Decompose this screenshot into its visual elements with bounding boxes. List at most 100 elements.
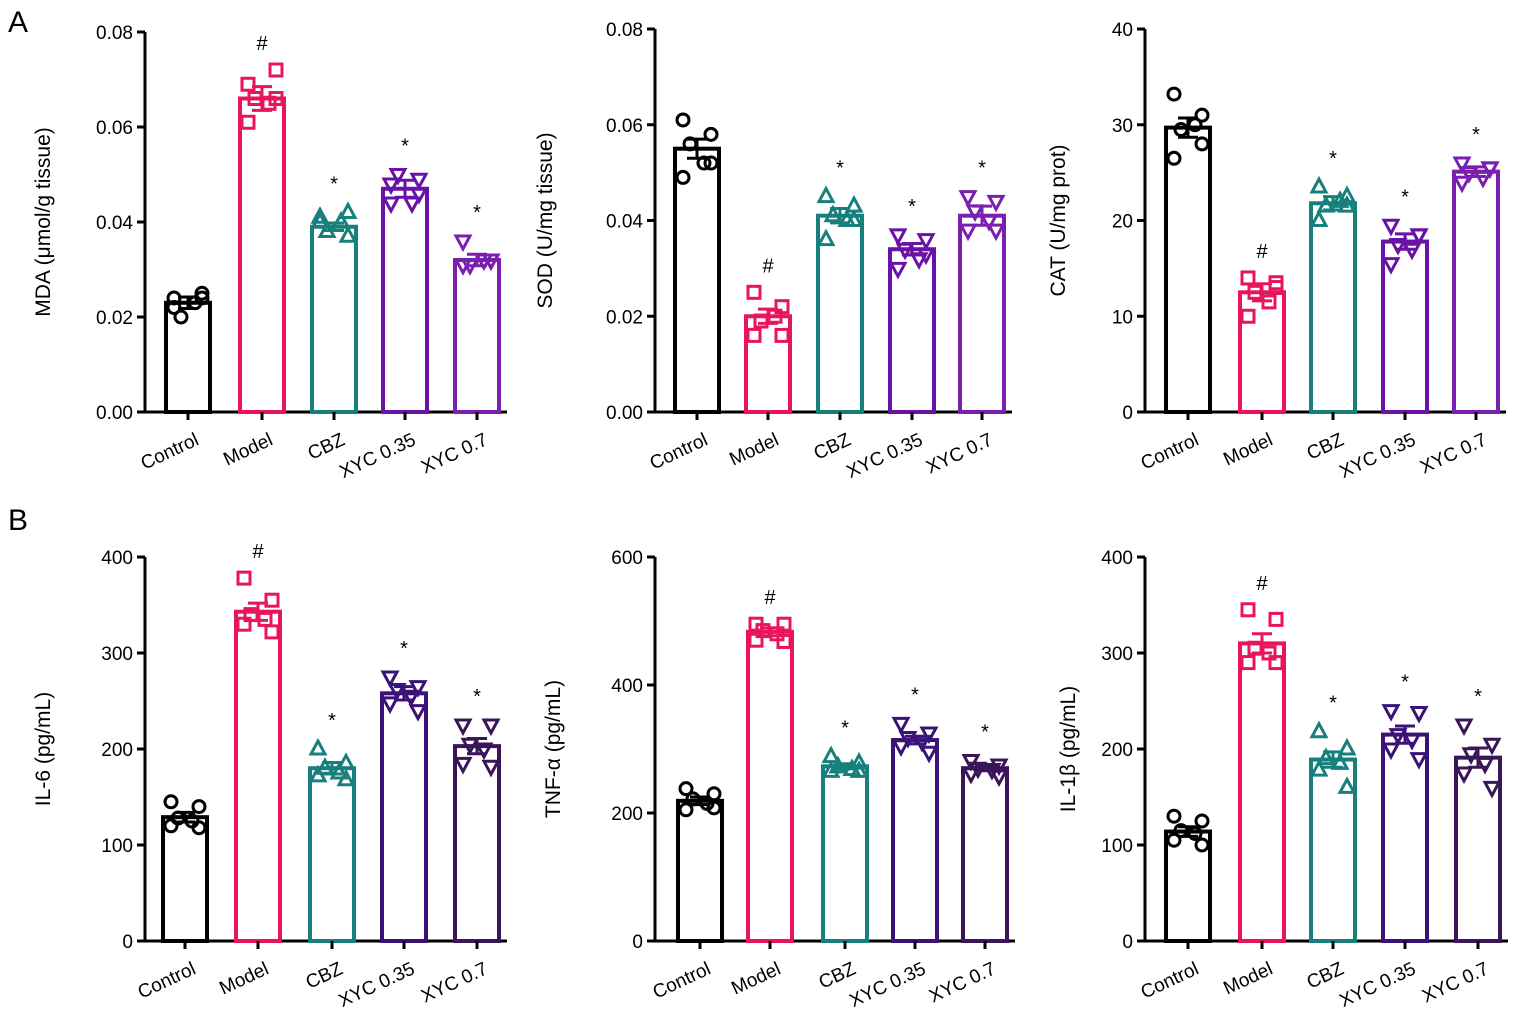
- chart-panel-5: 0 200 400 600 TNF-α (pg/mL) Control # Model * CBZ…: [542, 548, 1015, 1012]
- x-tick-label: Control: [650, 958, 714, 1003]
- data-point: [1454, 766, 1474, 785]
- y-tick-label: 400: [101, 548, 133, 569]
- data-point: [408, 704, 428, 722]
- data-point: [958, 223, 978, 242]
- x-tick-label: XYC 0.35: [847, 958, 930, 1011]
- data-point: [1388, 237, 1408, 256]
- data-point: [481, 759, 501, 778]
- x-tick-label: XYC 0.35: [1337, 429, 1420, 482]
- data-point: [1309, 209, 1329, 227]
- x-tick-label: Control: [1138, 958, 1202, 1003]
- x-tick-label: CBZ: [303, 958, 347, 993]
- data-point: [1194, 136, 1210, 152]
- chart-panel-2: 0.00 0.02 0.04 0.06 0.08 SOD (U/mg tissue) Con…: [534, 20, 1012, 483]
- data-point: [986, 194, 1006, 213]
- y-tick-label: 0.04: [96, 213, 133, 234]
- y-tick-label: 0.06: [606, 116, 643, 137]
- data-point: [776, 633, 792, 649]
- y-tick-label: 200: [101, 740, 133, 761]
- data-point: [1454, 718, 1474, 737]
- y-tick-label: 400: [611, 676, 643, 697]
- data-point: [388, 168, 408, 186]
- data-point: [240, 76, 256, 92]
- bar-xyc-0-7: [961, 766, 1009, 944]
- y-tick-label: 10: [1112, 307, 1133, 328]
- significance-star: *: [908, 196, 916, 218]
- bar-cbz: [821, 764, 869, 944]
- y-tick-label: 300: [1101, 644, 1133, 665]
- data-point: [387, 682, 407, 701]
- significance-star: *: [1472, 124, 1480, 146]
- data-point: [264, 624, 280, 640]
- data-point: [380, 670, 400, 689]
- x-tick-label: XYC 0.7: [418, 958, 491, 1007]
- data-point: [240, 114, 256, 130]
- bar-xyc-0-7: [453, 258, 501, 414]
- x-tick-label: Model: [220, 429, 276, 470]
- significance-star: *: [836, 158, 844, 180]
- chart-panel-3: 0 10 20 30 40 CAT (U/mg prot) Control # Model * CB…: [1047, 20, 1506, 483]
- data-point: [774, 327, 790, 343]
- data-point: [308, 737, 328, 756]
- data-point: [1337, 185, 1357, 204]
- data-point: [1482, 737, 1502, 756]
- data-point: [310, 206, 330, 224]
- significance-hash: #: [1256, 241, 1268, 263]
- data-point: [264, 592, 280, 608]
- data-point: [958, 190, 978, 208]
- data-point: [1480, 161, 1500, 180]
- data-point: [678, 781, 694, 797]
- data-point: [675, 112, 691, 128]
- significance-star: *: [911, 684, 919, 706]
- data-point: [401, 689, 421, 708]
- data-point: [891, 716, 911, 735]
- data-point: [268, 62, 284, 78]
- data-point: [1409, 706, 1429, 724]
- y-tick-label: 400: [1101, 548, 1133, 569]
- data-point: [338, 225, 358, 243]
- data-point: [1452, 156, 1472, 175]
- y-tick-label: 0: [632, 932, 643, 953]
- significance-hash: #: [764, 587, 776, 609]
- x-tick-label: CBZ: [816, 958, 860, 993]
- significance-star: *: [1329, 693, 1337, 715]
- significance-star: *: [1401, 186, 1409, 208]
- data-point: [1240, 602, 1256, 618]
- data-point: [336, 768, 356, 787]
- data-point: [1268, 611, 1284, 627]
- data-point: [1381, 218, 1401, 237]
- data-point: [849, 760, 869, 778]
- y-axis-label: IL-1β (pg/mL): [1057, 686, 1080, 812]
- y-tick-label: 100: [101, 836, 133, 857]
- data-point: [1309, 720, 1329, 739]
- bar-control: [161, 815, 209, 943]
- x-tick-label: XYC 0.7: [923, 429, 996, 478]
- y-tick-label: 100: [1101, 836, 1133, 857]
- bar-model: [744, 314, 792, 414]
- x-tick-label: XYC 0.35: [844, 429, 927, 482]
- x-tick-label: Control: [135, 958, 199, 1003]
- data-point: [1166, 86, 1182, 102]
- y-tick-label: 0.00: [96, 403, 133, 424]
- x-tick-label: Model: [1220, 429, 1276, 470]
- chart-panel-1: 0.00 0.02 0.04 0.06 0.08 MDA (μmol/g tissue) C…: [32, 23, 507, 483]
- y-axis-label: SOD (U/mg tissue): [534, 132, 557, 308]
- bar-xyc-0-35: [380, 691, 428, 943]
- data-point: [1409, 752, 1429, 770]
- data-point: [236, 570, 252, 586]
- data-point: [678, 802, 694, 818]
- data-point: [888, 261, 908, 280]
- data-point: [1166, 832, 1182, 848]
- y-axis-label: CAT (U/mg prot): [1047, 144, 1070, 296]
- bar-xyc-0-35: [891, 738, 939, 943]
- data-point: [191, 820, 207, 836]
- x-tick-label: Control: [138, 429, 202, 474]
- y-axis-label: IL-6 (pg/mL): [32, 692, 55, 806]
- x-tick-label: XYC 0.7: [418, 429, 491, 478]
- significance-star: *: [978, 158, 986, 180]
- data-point: [1330, 190, 1350, 208]
- data-point: [919, 745, 939, 764]
- data-point: [1194, 837, 1210, 853]
- y-tick-label: 0: [1122, 403, 1133, 424]
